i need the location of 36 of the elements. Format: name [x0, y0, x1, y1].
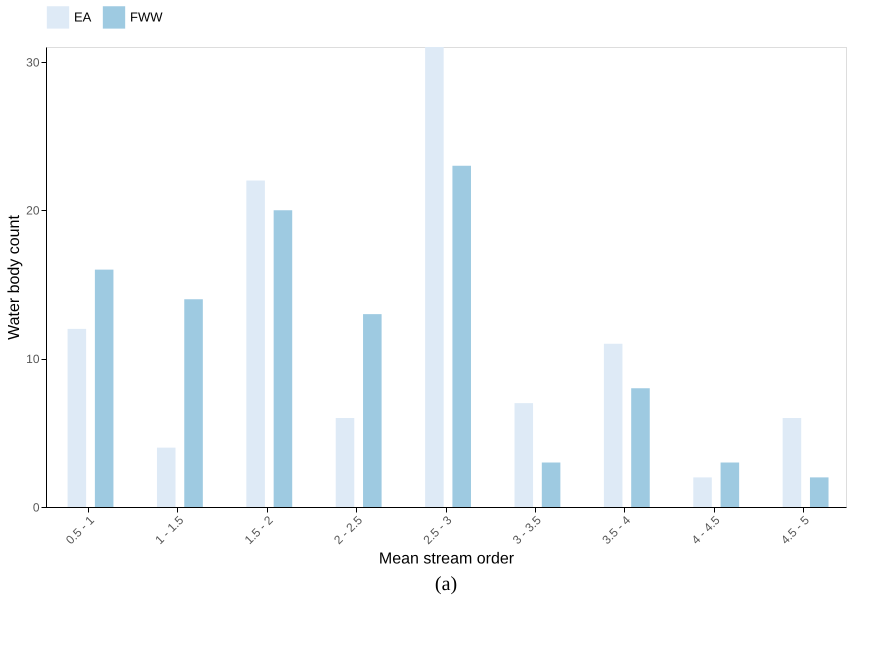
bar — [156, 448, 176, 507]
x-tick-label: 4 - 4.5 — [688, 512, 723, 548]
x-tick-label: 1.5 - 2 — [242, 512, 276, 548]
x-tick-label: 3 - 3.5 — [510, 512, 544, 548]
x-tick-label: 3.5 - 4 — [599, 512, 634, 548]
bar — [452, 166, 471, 507]
bar — [542, 462, 560, 507]
bar — [336, 418, 354, 507]
bar — [810, 477, 829, 507]
x-axis-title: Mean stream order — [378, 550, 515, 568]
bar — [693, 477, 712, 507]
text: (a) — [434, 572, 458, 595]
legend-label: FWW — [130, 9, 164, 24]
x-tick-label: 2 - 2.5 — [331, 512, 366, 548]
y-tick-label: 30 — [26, 55, 40, 70]
bar — [68, 328, 86, 507]
legend-label: EA — [74, 9, 92, 24]
y-tick-label: 20 — [26, 204, 40, 218]
bar — [604, 344, 622, 507]
bar — [94, 270, 114, 507]
bar — [631, 388, 650, 507]
bar — [184, 299, 203, 507]
y-axis-title: Water body count — [6, 214, 24, 340]
x-tick-label: 4.5 - 5 — [778, 512, 812, 548]
bar — [363, 314, 382, 507]
bar — [782, 418, 802, 507]
bar — [425, 47, 444, 507]
y-tick-label: 0 — [32, 500, 40, 514]
bar — [246, 180, 265, 507]
x-tick-label: 2.5 - 3 — [420, 512, 455, 548]
y-tick-label: 10 — [26, 352, 40, 366]
bar — [274, 210, 292, 507]
x-tick-label: 0.5 - 1 — [62, 512, 98, 548]
x-tick-label: 1 - 1.5 — [152, 512, 187, 548]
bar — [514, 403, 534, 507]
bar — [720, 462, 740, 507]
